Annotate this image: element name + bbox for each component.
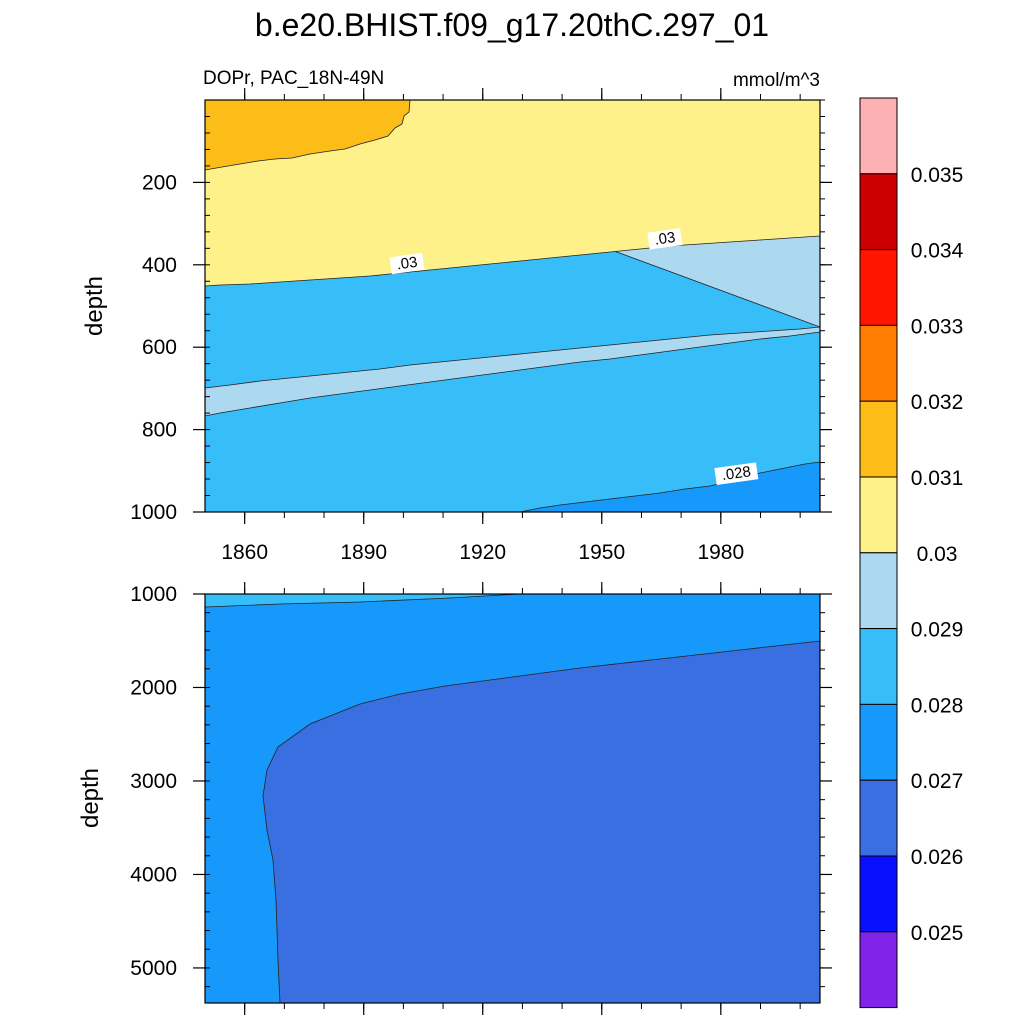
- lower-x-ticks: [244, 582, 801, 1015]
- x-tick-label: 1980: [697, 541, 744, 564]
- contour-label-text: .03: [653, 229, 676, 249]
- lower-band-0.026-0.027: [262, 640, 820, 1003]
- colorbar-box: [859, 703, 898, 781]
- colorbar-label: 0.027: [911, 770, 964, 793]
- lower-y-ticks: 1000 2000 3000 4000 5000: [130, 583, 832, 988]
- y-tick-label: 3000: [130, 770, 177, 793]
- chart-title: b.e20.BHIST.f09_g17.20thC.297_01: [255, 7, 769, 43]
- y-tick-label: 400: [142, 254, 177, 277]
- colorbar-box: [859, 628, 898, 705]
- contour-label-box: [389, 252, 425, 275]
- colorbar-labels: 0.035 0.034 0.033 0.032 0.031 0.03 0.029 0.028 0…: [911, 164, 964, 945]
- lower-y-axis-title: depth: [77, 768, 104, 828]
- colorbar-label: 0.035: [911, 164, 964, 187]
- y-tick-label: 1000: [130, 501, 177, 524]
- colorbar-label: 0.034: [911, 240, 964, 263]
- colorbar-label: 0.028: [911, 694, 964, 717]
- upper-y-ticks: 200 400 600 800 1000: [130, 99, 832, 524]
- colorbar-label: 0.029: [911, 619, 964, 642]
- y-tick-label: 2000: [130, 676, 177, 699]
- x-tick-label: 1920: [459, 541, 506, 564]
- upper-band-0.031-0.032: [205, 100, 411, 171]
- upper-frame: [204, 99, 821, 513]
- contour-label: .028: [714, 462, 759, 486]
- contour-label-text: .028: [721, 463, 752, 484]
- y-tick-label: 1000: [130, 583, 177, 606]
- colorbar-label: 0.031: [911, 467, 964, 490]
- colorbar-label: 0.025: [911, 922, 964, 945]
- upper-panel: .03 .03 .028 200 400 600 800 1000 depth: [81, 88, 832, 524]
- colorbar-label: 0.032: [911, 391, 964, 414]
- contour-label-text: .03: [395, 254, 418, 274]
- lower-band-0.028-0.029: [205, 594, 521, 608]
- colorbar-label: 0.03: [917, 543, 958, 566]
- colorbar-box: [859, 173, 898, 251]
- contour-label-box: [714, 462, 759, 486]
- y-tick-label: 800: [142, 419, 177, 442]
- colorbar-label: 0.033: [911, 315, 964, 338]
- colorbar-box: [859, 931, 898, 1009]
- contour-label: .03: [647, 228, 683, 250]
- upper-contour-labels: .03 .03 .028: [389, 228, 759, 486]
- colorbar-box: [859, 249, 898, 326]
- colorbar-box: [859, 324, 898, 402]
- contour-label: .03: [389, 252, 425, 275]
- colorbar-box: [859, 400, 898, 478]
- colorbar-box: [859, 476, 898, 554]
- x-tick-label: 1890: [340, 541, 387, 564]
- lower-frame: [204, 593, 821, 1004]
- lower-panel: 1000 2000 3000 4000 5000 depth: [77, 582, 832, 1015]
- colorbar-box: [859, 552, 898, 630]
- colorbar-box: [859, 97, 898, 175]
- x-tick-labels: 1860 1890 1920 1950 1980: [221, 541, 744, 564]
- colorbar-label: 0.026: [911, 846, 964, 869]
- y-tick-label: 600: [142, 336, 177, 359]
- contour-label-box: [647, 228, 683, 250]
- y-tick-label: 200: [142, 171, 177, 194]
- y-tick-label: 4000: [130, 863, 177, 886]
- x-tick-label: 1860: [221, 541, 268, 564]
- colorbar-boxes: [859, 97, 898, 1009]
- units-label: mmol/m^3: [733, 70, 820, 91]
- upper-x-ticks: [244, 88, 801, 524]
- colorbar-box: [859, 779, 898, 857]
- variable-region-label: DOPr, PAC_18N-49N: [203, 68, 384, 89]
- colorbar: 0.035 0.034 0.033 0.032 0.031 0.03 0.029 0.028 0…: [859, 97, 964, 1009]
- upper-y-axis-title: depth: [81, 276, 108, 336]
- colorbar-box: [859, 855, 898, 933]
- x-tick-label: 1950: [578, 541, 625, 564]
- y-tick-label: 5000: [130, 957, 177, 980]
